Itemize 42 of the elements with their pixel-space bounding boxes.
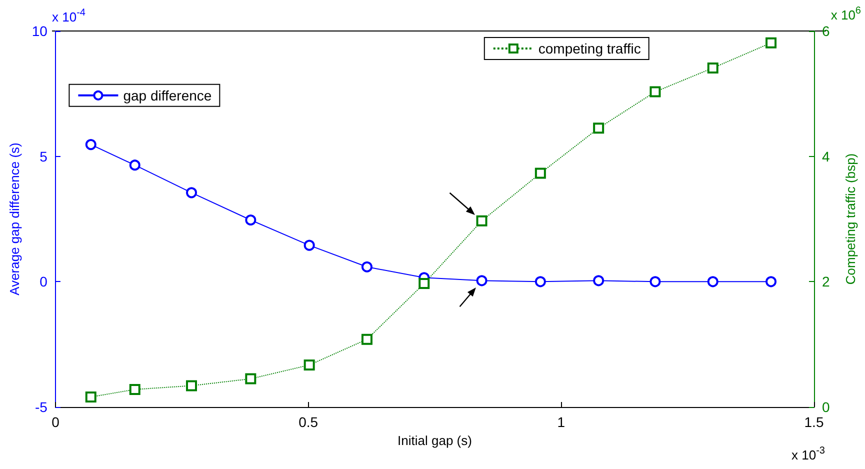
y2-tick-label: 0 (822, 399, 830, 415)
point (650, 276, 661, 288)
y-axis-title: Average gap difference (s) (7, 142, 22, 296)
x-tick-label: 0 (52, 414, 60, 430)
y-tick-label: 5 (40, 148, 48, 164)
point (361, 261, 372, 272)
point (650, 86, 661, 98)
x-tick-label: 1 (557, 414, 566, 430)
point (186, 380, 197, 392)
point (361, 334, 372, 345)
y2-axis-title: Competing traffic (bsp) (843, 153, 858, 285)
point (418, 278, 430, 290)
point (304, 360, 315, 371)
point (707, 276, 718, 288)
y-tick-label: -5 (35, 399, 48, 415)
point (304, 240, 315, 251)
point (129, 160, 140, 171)
point (245, 214, 256, 226)
point (593, 122, 604, 134)
point (534, 168, 546, 179)
point (766, 276, 777, 288)
point (85, 139, 96, 150)
point (593, 275, 604, 286)
y-tick-label: 0 (40, 274, 48, 290)
legend-label: gap difference (123, 87, 212, 104)
y2-tick-label: 2 (822, 274, 830, 290)
point (476, 215, 488, 226)
point (129, 384, 140, 395)
point (186, 187, 197, 198)
legend-label: competing traffic (538, 40, 641, 57)
point (534, 276, 546, 288)
y2-tick-label: 6 (822, 23, 830, 39)
x-tick-label: 1.5 (804, 414, 824, 430)
point (85, 391, 96, 402)
point (245, 373, 256, 384)
point (707, 62, 718, 74)
x-axis-title: Initial gap (s) (398, 432, 472, 448)
y2-tick-label: 4 (822, 148, 830, 164)
x-tick-label: 0.5 (298, 414, 318, 430)
y-tick-label: 10 (32, 23, 48, 39)
point (766, 37, 777, 48)
point (476, 275, 488, 286)
